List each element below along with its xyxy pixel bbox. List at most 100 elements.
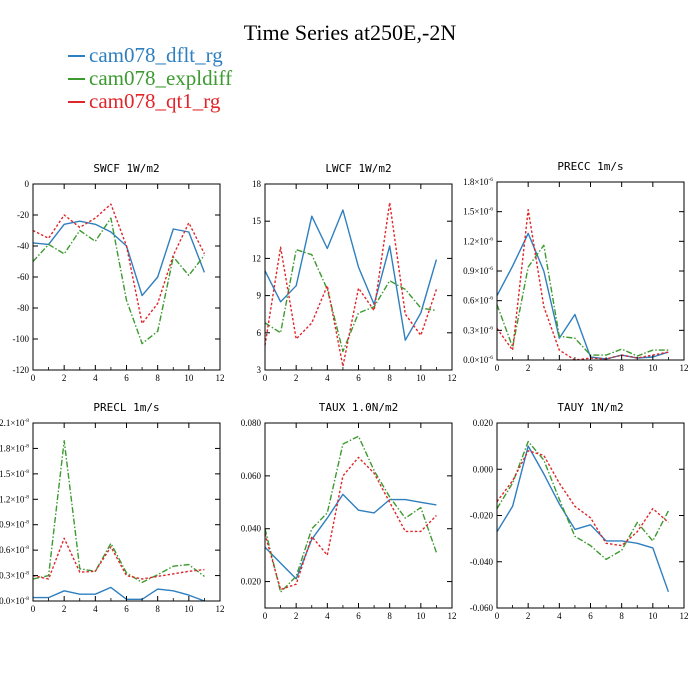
series-line-2 [496,440,670,561]
chart-title: PRECC 1m/s [557,160,623,173]
y-tick-text: 0.9×10 [0,520,25,530]
y-tick-text: -40 [17,241,29,251]
y-tick-label: 0.000 [473,464,494,474]
y-tick-text: -20 [17,210,29,220]
y-tick-text: -120 [13,365,30,375]
y-tick-text: 0.3×10 [463,325,489,335]
y-tick-text: -60 [17,272,29,282]
legend-line-qt1 [68,100,85,103]
x-tick-label: 12 [448,373,457,383]
series-line-3 [32,537,205,580]
y-tick-exponent: -6 [488,177,493,183]
y-tick-exponent: -8 [24,545,29,551]
y-tick-exponent: -6 [488,296,493,302]
plot-frame [496,181,685,361]
y-tick-label: 9 [257,291,262,301]
x-tick-label: 12 [448,611,457,621]
y-tick-exponent: -8 [24,469,29,475]
y-tick-text: -0.020 [470,511,494,521]
x-tick-label: 6 [588,363,593,373]
x-tick-label: 4 [93,373,98,383]
y-tick-label: 0 [25,179,30,189]
y-tick-text: 15 [252,216,262,226]
x-tick-label: 6 [124,604,129,614]
y-tick-text: 0.6×10 [0,545,25,555]
y-tick-text: 0.0×10 [463,355,489,365]
y-tick-text: 0.020 [473,418,494,428]
series-line-3 [496,208,669,361]
x-tick-label: 10 [648,363,658,373]
series-line-3 [32,203,206,325]
series-line-1 [496,445,670,593]
x-tick-label: 0 [31,604,36,614]
x-tick-label: 10 [184,373,194,383]
y-tick-label: -80 [17,303,29,313]
y-tick-exponent: -8 [24,494,29,500]
x-tick-label: 0 [263,611,268,621]
x-tick-label: 2 [62,373,67,383]
series-line-2 [496,244,669,357]
main-title: Time Series at250E,-2N [243,20,457,45]
y-tick-exponent: -8 [24,571,29,577]
x-tick-label: 6 [124,373,129,383]
chart-panel-3: PRECC 1m/s0 2 4 6 8 10 121.8×10-61.5×10-61.2×1… [463,160,688,373]
legend-item-dflt: cam078_dflt_rg [68,44,232,67]
y-tick-label: -20 [17,210,29,220]
legend-label-qt1: cam078_qt1_rg [89,89,221,113]
chart-title: TAUY 1N/m2 [557,401,623,414]
series-line-1 [33,586,205,602]
y-tick-label: 1.8×10-6 [463,177,493,187]
x-tick-label: 8 [387,373,392,383]
y-tick-label: -40 [17,241,29,251]
x-tick-label: 6 [356,373,361,383]
y-tick-label: 0.080 [241,418,262,428]
y-tick-label: 0.0×10-6 [463,355,493,365]
y-tick-text: 9 [257,291,262,301]
y-tick-label: 0.060 [241,471,262,481]
y-tick-label: 0.020 [241,577,262,587]
y-tick-text: 1.2×10 [463,236,489,246]
series-line-1 [264,209,438,341]
x-tick-label: 8 [619,363,624,373]
series-line-2 [264,248,437,353]
y-tick-label: 1.8×10-8 [0,443,29,453]
y-tick-label: 2.1×10-8 [0,418,29,428]
y-tick-label: 1.2×10-8 [0,494,29,504]
y-tick-text: 0.060 [241,471,262,481]
y-tick-text: 1.8×10 [463,177,489,187]
y-tick-text: -80 [17,303,29,313]
y-tick-exponent: -6 [488,266,493,272]
x-tick-label: 0 [495,611,500,621]
y-tick-text: 1.5×10 [463,207,489,217]
x-tick-label: 10 [416,373,426,383]
chart-title: TAUX 1.0N/m2 [319,401,398,414]
y-tick-exponent: -6 [488,236,493,242]
y-tick-text: 0.000 [473,464,494,474]
y-tick-text: 0.040 [241,524,262,534]
x-tick-label: 8 [619,611,624,621]
x-tick-label: 4 [325,611,330,621]
chart-panel-2: LWCF 1W/m2 0 2 4 6 8 10 12 18 15 12 9 6 3 [252,162,457,383]
chart-panel-1: SWCF 1W/m2 0 2 4 6 8 10 12 0 -20 -40 -60 -80 -100 -120 [13,162,225,383]
legend-line-dflt [68,54,85,57]
y-tick-exponent: -8 [24,418,29,424]
series-line-2 [264,435,438,593]
legend: cam078_dflt_rg cam078_expldiff cam078_qt… [68,44,232,113]
y-tick-text: 0.020 [241,577,262,587]
x-tick-label: 8 [155,604,160,614]
legend-line-expldiff [68,77,85,80]
y-tick-label: -0.020 [470,511,494,521]
x-tick-label: 2 [294,373,299,383]
x-tick-label: 8 [387,611,392,621]
x-tick-label: 2 [526,611,531,621]
x-tick-label: 8 [155,373,160,383]
x-tick-label: 4 [93,604,98,614]
x-tick-label: 12 [216,604,225,614]
y-tick-label: 0.9×10-8 [0,520,29,530]
x-tick-label: 0 [31,373,36,383]
y-tick-text: 0.0×10 [0,596,25,606]
x-tick-label: 0 [495,363,500,373]
y-tick-label: -0.040 [470,557,494,567]
y-tick-label: 12 [252,253,261,263]
x-tick-label: 12 [680,611,689,621]
